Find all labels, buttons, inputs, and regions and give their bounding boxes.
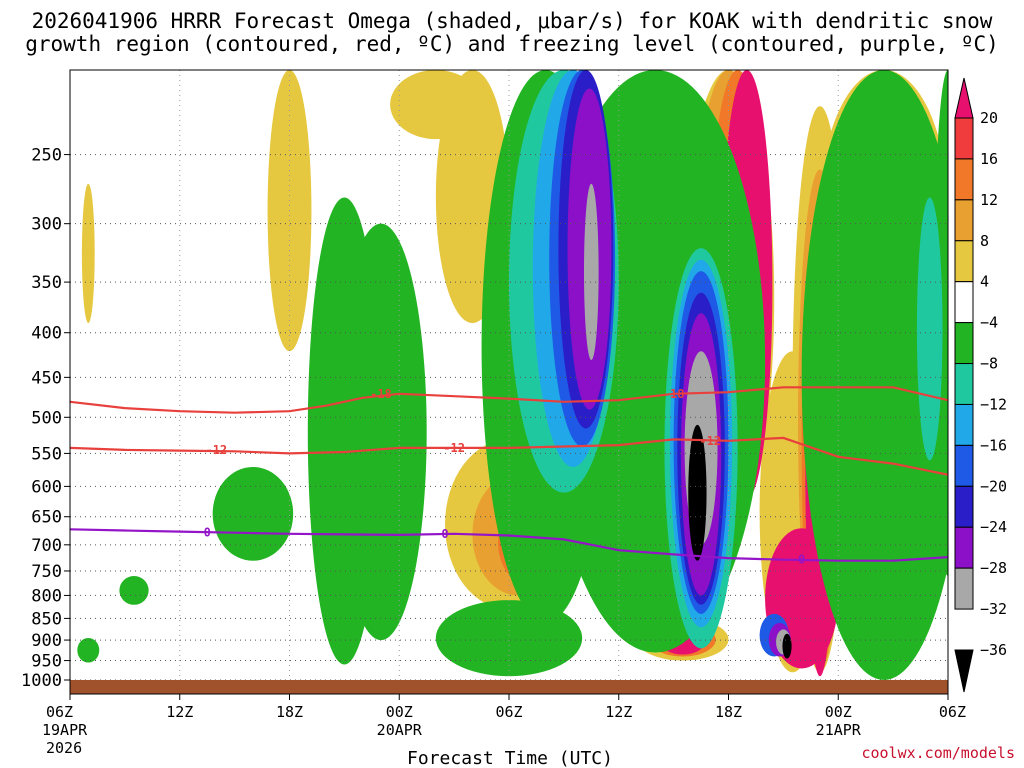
y-tick-label-500: 500 [31,408,62,428]
y-tick-label-550: 550 [31,444,62,464]
colorbar-label-0: 20 [980,109,998,127]
colorbar-arrow-bottom [954,649,974,693]
y-tick-label-950: 950 [31,652,62,672]
colorbar-label-3: 8 [980,232,989,250]
colorbar-label-6: −8 [980,355,998,373]
freezing-level-0-label-0: 0 [204,526,211,540]
credit-text: coolwx.com/models [861,744,1015,762]
y-tick-label-600: 600 [31,477,62,497]
x-tick-year-0: 2026 [46,739,82,757]
colorbar-label-13: −36 [980,641,1007,659]
colorbar-swatch-8 [954,403,974,446]
dgz-minus18-label-0: -18 [370,387,392,401]
colorbar-label-9: −20 [980,477,1007,495]
freezing-level-0-line [70,528,948,562]
colorbar-swatch-9 [954,444,974,487]
colorbar-swatch-1 [954,117,974,160]
colorbar-label-7: −12 [980,395,1007,413]
dgz-minus12-label-0: -12 [205,443,227,457]
colorbar-label-1: 16 [980,150,998,168]
y-tick-label-300: 300 [31,215,62,235]
x-axis-label: Forecast Time (UTC) [407,748,613,768]
y-tick-label-250: 250 [31,146,62,166]
freezing-level-0-label-1: 0 [441,527,448,541]
x-tick-date-42: 21APR [816,721,862,739]
y-tick-label-650: 650 [31,508,62,528]
dgz-minus12-line [70,436,948,476]
colorbar-label-11: −28 [980,559,1007,577]
freezing-level-0-label-2: 0 [798,553,805,567]
chart-title-line2: growth region (contoured, red, ºC) and f… [25,32,999,56]
colorbar-swatch-11 [954,526,974,569]
y-tick-label-400: 400 [31,324,62,344]
y-tick-label-450: 450 [31,368,62,388]
y-tick-label-1000: 1000 [21,671,62,691]
y-tick-label-800: 800 [31,586,62,606]
colorbar-swatch-6 [954,322,974,365]
colorbar-swatch-7 [954,363,974,405]
omega-blob-50 [583,183,599,361]
dgz-minus18-line [70,386,948,414]
colorbar-swatch-2 [954,158,974,201]
omega-blob-29 [119,575,149,605]
omega-blob-54 [782,633,792,659]
ground-surface-bar [70,680,948,694]
colorbar-label-5: −4 [980,314,998,332]
dgz-minus12-label-2: -12 [699,434,721,448]
colorbar-label-2: 12 [980,191,998,209]
y-tick-label-850: 850 [31,609,62,629]
x-tick-date-18: 20APR [377,721,423,739]
x-tick-label-0: 06Z [46,703,73,721]
omega-blob-30 [77,637,100,663]
x-tick-label-48: 06Z [939,703,966,721]
colorbar-label-8: −16 [980,436,1007,454]
x-tick-label-12: 18Z [276,703,303,721]
x-tick-date-0: 19APR [42,721,88,739]
omega-blob-31 [335,223,427,641]
contour-layer: -18 -18 -12 -12 -12 0 0 0 [70,386,948,567]
x-tick-label-42: 00Z [825,703,852,721]
x-tick-label-18: 00Z [386,703,413,721]
colorbar-label-10: −24 [980,518,1007,536]
y-tick-label-350: 350 [31,273,62,293]
colorbar-label-12: −32 [980,600,1007,618]
y-tick-label-750: 750 [31,562,62,582]
omega-blob-0 [81,183,95,324]
x-tick-label-6: 12Z [166,703,193,721]
y-axis: 2503003504004505005506006507007508008509… [21,146,70,691]
colorbar-swatch-10 [954,485,974,528]
omega-blob-39 [916,197,943,461]
x-tick-label-36: 18Z [715,703,742,721]
chart-title-line1: 2026041906 HRRR Forecast Omega (shaded, … [32,9,993,33]
x-tick-label-30: 12Z [605,703,632,721]
omega-shading-layer [77,70,948,680]
y-tick-label-900: 900 [31,631,62,651]
omega-blob-53 [688,424,707,561]
colorbar: 20 16 12 8 4 −4 −8 −12 −16 −20 −24 −28 −32 −36 [954,77,1007,693]
omega-blob-28 [212,466,294,561]
y-tick-label-700: 700 [31,536,62,556]
dgz-minus12-label-1: -12 [443,441,465,455]
colorbar-swatch-5 [954,281,974,324]
colorbar-label-4: 4 [980,273,989,291]
colorbar-swatch-4 [954,240,974,283]
omega-blob-35 [801,70,948,680]
x-tick-label-24: 06Z [495,703,522,721]
dgz-minus18-label-1: -18 [663,387,685,401]
colorbar-swatch-12 [954,567,974,610]
colorbar-arrow-top [954,77,974,119]
colorbar-swatch-3 [954,199,974,242]
